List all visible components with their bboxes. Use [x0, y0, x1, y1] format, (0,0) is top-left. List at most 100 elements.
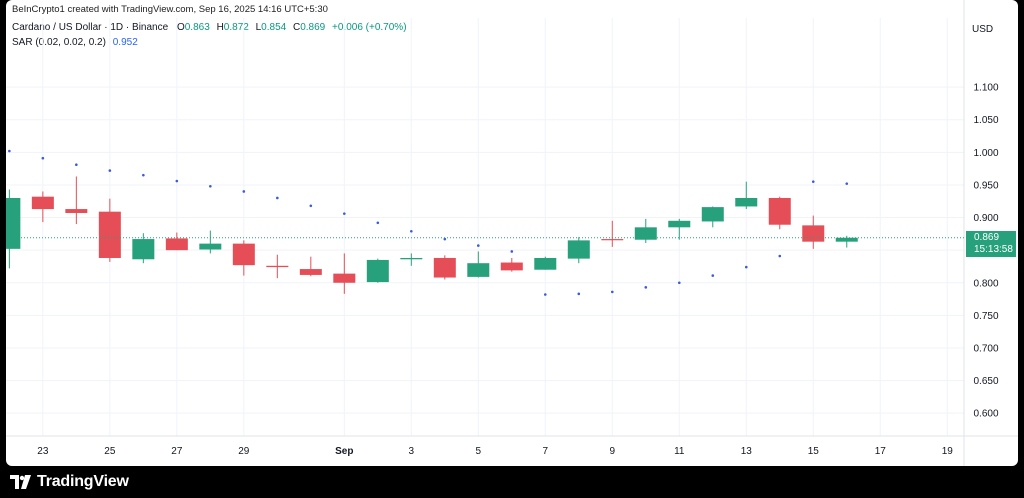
- x-tick-label: 19: [942, 446, 954, 457]
- currency-label[interactable]: USD: [972, 24, 994, 35]
- candle-body: [835, 237, 858, 242]
- sar-dot: [744, 265, 748, 269]
- candle-body: [567, 240, 590, 259]
- candle: [266, 254, 289, 279]
- x-tick-label: 5: [476, 446, 482, 457]
- candle: [199, 230, 222, 254]
- bar-countdown: 15:13:58: [974, 243, 1013, 255]
- candle-body: [400, 257, 423, 260]
- candle-body: [366, 259, 389, 283]
- sar-dot: [175, 179, 179, 183]
- sar-dot: [510, 250, 514, 253]
- x-tick-label: 7: [543, 446, 549, 457]
- candle-body: [634, 227, 657, 240]
- footer-bar: TradingView: [0, 466, 1024, 498]
- y-tick-label: 0.750: [973, 311, 998, 322]
- candle-series: [6, 176, 858, 294]
- sar-dot: [75, 163, 78, 167]
- candlestick-chart[interactable]: 1.1001.0501.0000.9500.9000.8500.8000.750…: [6, 0, 1018, 466]
- candle: [534, 256, 557, 270]
- candle: [668, 218, 691, 240]
- candle-body: [165, 238, 188, 251]
- close-label: C: [292, 22, 301, 33]
- candle-body: [735, 197, 758, 207]
- sar-dot: [543, 293, 547, 296]
- candle: [802, 215, 825, 249]
- candle-body: [802, 225, 825, 242]
- sar-series: [8, 149, 849, 296]
- candle: [735, 181, 758, 210]
- candle: [400, 253, 423, 266]
- sar-dot: [343, 212, 346, 215]
- time-axis: 23 25 27 29 Sep 3 5 7 9 11 13 15 17 19: [37, 446, 953, 457]
- candle-body: [668, 220, 691, 228]
- x-tick-label: 17: [875, 446, 887, 457]
- sar-value: 0.952: [112, 37, 138, 48]
- candle-body: [132, 239, 155, 260]
- sar-dot: [811, 180, 815, 183]
- candle-body: [65, 209, 88, 213]
- candle-body: [601, 239, 624, 241]
- sar-dot: [711, 274, 715, 277]
- x-tick-label: 23: [37, 446, 49, 457]
- x-tick-label: 11: [674, 446, 685, 457]
- candle-body: [701, 207, 724, 222]
- candle: [31, 191, 54, 223]
- sar-dot: [778, 254, 782, 258]
- sar-dot: [142, 173, 145, 177]
- candle-body: [768, 197, 791, 225]
- y-tick-label: 0.700: [973, 343, 998, 354]
- high-value: 0.872: [223, 22, 249, 33]
- candle: [768, 196, 791, 230]
- brand-name: TradingView: [37, 473, 129, 490]
- sar-dot: [443, 237, 447, 241]
- y-tick-label: 1.050: [973, 115, 998, 126]
- chart-frame: BeInCrypto1 created with TradingView.com…: [6, 0, 1018, 466]
- candle: [165, 232, 188, 251]
- sar-dot: [309, 204, 313, 208]
- candle: [333, 253, 356, 294]
- x-tick-label: 3: [409, 446, 415, 457]
- symbol-legend[interactable]: Cardano / US Dollar · 1D · Binance O0.86…: [12, 22, 407, 33]
- sar-dot: [410, 229, 413, 233]
- x-tick-label: 25: [104, 446, 116, 457]
- candle: [601, 220, 624, 247]
- sar-dot: [845, 182, 849, 185]
- candle: [433, 255, 456, 280]
- y-tick-label: 0.900: [973, 213, 998, 224]
- candle: [132, 233, 155, 264]
- last-price-value: 0.869: [974, 231, 1000, 243]
- sar-dot: [376, 221, 380, 225]
- sar-dot: [209, 184, 212, 188]
- candle-body: [299, 269, 322, 275]
- candle-body: [500, 262, 523, 271]
- close-value: 0.869: [300, 22, 326, 33]
- open-value: 0.863: [184, 22, 210, 33]
- y-tick-label: 0.600: [973, 409, 998, 420]
- x-tick-label: 13: [741, 446, 753, 457]
- candle: [299, 256, 322, 277]
- sar-label: SAR (0.02, 0.02, 0.2): [12, 37, 106, 48]
- last-price-badge: 0.869 15:13:58: [966, 230, 1016, 257]
- candle-body: [98, 211, 121, 258]
- candle-body: [333, 273, 356, 283]
- x-tick-label: 29: [238, 446, 250, 457]
- tradingview-brand[interactable]: TradingView: [10, 473, 129, 491]
- change-value: +0.006 (+0.70%): [332, 22, 407, 33]
- candle-body: [6, 197, 21, 249]
- sar-dot: [644, 286, 648, 289]
- x-tick-label: 27: [171, 446, 183, 457]
- chart-credit: BeInCrypto1 created with TradingView.com…: [12, 4, 328, 15]
- y-tick-label: 0.650: [973, 376, 998, 387]
- x-tick-label: 9: [610, 446, 616, 457]
- open-label: O: [176, 22, 185, 33]
- candle-body: [31, 196, 54, 210]
- sar-dot: [610, 290, 614, 294]
- candle: [467, 251, 490, 278]
- candle: [232, 240, 255, 276]
- candle: [701, 206, 724, 228]
- sar-dot: [242, 190, 246, 193]
- candle-body: [199, 243, 222, 250]
- sar-dot: [41, 156, 45, 160]
- sar-legend[interactable]: SAR (0.02, 0.02, 0.2) 0.952: [12, 37, 138, 48]
